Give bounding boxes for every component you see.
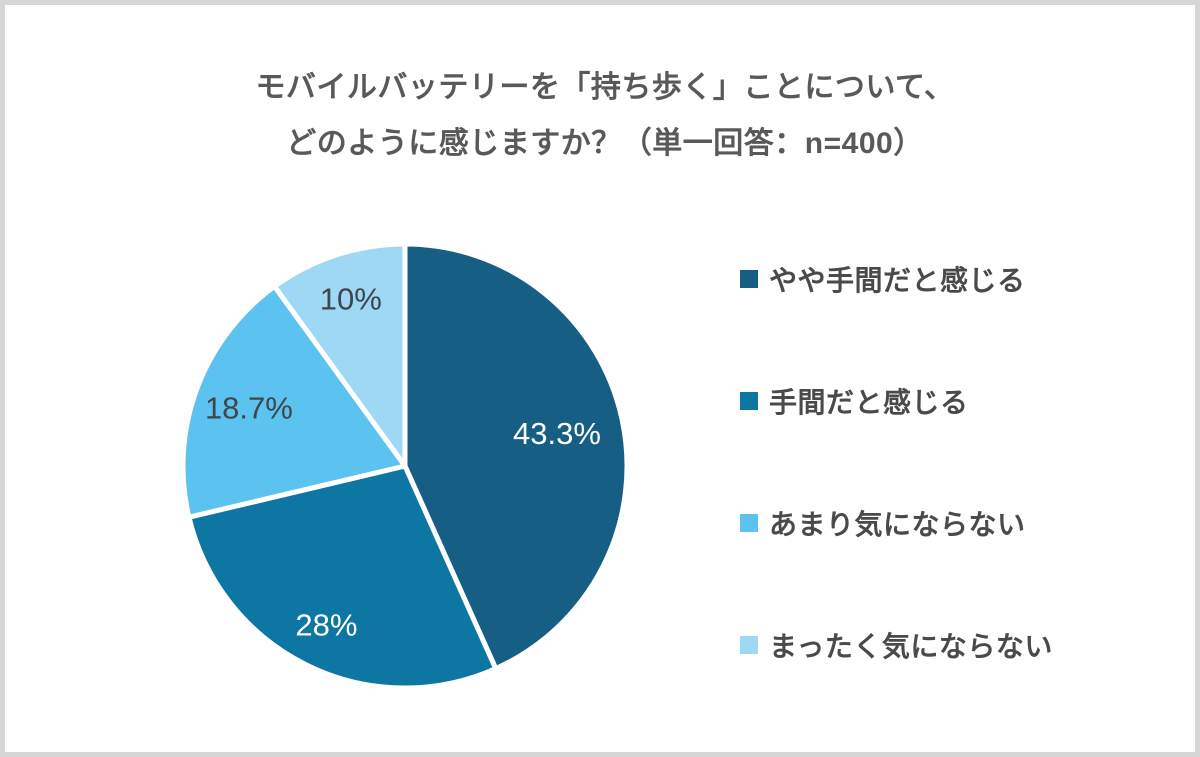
chart-title: モバイルバッテリーを「持ち歩く」ことについて、 どのように感じますか？（単一回答… (5, 60, 1195, 172)
legend-swatch-icon (740, 514, 758, 532)
legend-label: まったく気にならない (769, 631, 1053, 662)
pie-slice (180, 283, 408, 520)
pie-slice (402, 241, 630, 672)
legend: やや手間だと感じる 手間だと感じるあまり気にならない まったく気にならない (740, 259, 1053, 665)
legend-swatch-icon (740, 392, 758, 410)
pie-slice (186, 463, 499, 691)
chart-title-line1: モバイルバッテリーを「持ち歩く」ことについて、 (255, 71, 955, 104)
legend-item: あまり気にならない (740, 503, 1053, 543)
legend-label: あまり気にならない (769, 509, 1026, 540)
legend-label: やや手間だと感じる (769, 265, 1026, 296)
pie-slice (272, 241, 408, 469)
pie-slice-label: 28% (295, 608, 357, 643)
pie-chart: 43.3% 28% 18.7% 10% (180, 241, 630, 691)
chart-title-line2: どのように感じますか？（単一回答：n=400） (286, 127, 924, 160)
legend-swatch-icon (740, 270, 758, 288)
legend-item: やや手間だと感じる (740, 259, 1053, 299)
legend-swatch-icon (740, 636, 758, 654)
legend-item: 手間だと感じる (740, 381, 1053, 421)
legend-item: まったく気にならない (740, 625, 1053, 665)
legend-label: 手間だと感じる (769, 387, 969, 418)
pie-slice-label: 10% (320, 282, 382, 317)
pie-slice-label: 18.7% (205, 391, 293, 426)
pie-slice-label: 43.3% (513, 416, 601, 451)
